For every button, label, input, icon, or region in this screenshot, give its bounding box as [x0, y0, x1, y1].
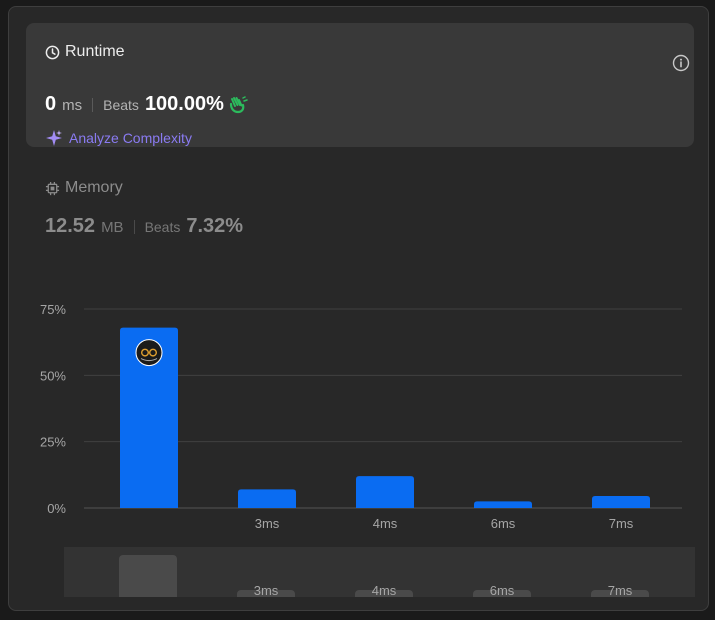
- user-avatar-icon: [135, 339, 163, 367]
- analyze-complexity-link[interactable]: Analyze Complexity: [45, 129, 192, 147]
- chart-bar[interactable]: [592, 496, 650, 508]
- y-tick-label: 50%: [40, 368, 66, 383]
- x-tick-label: 4ms: [373, 516, 398, 531]
- analyze-complexity-label: Analyze Complexity: [69, 130, 192, 146]
- x-tick-label: 6ms: [491, 516, 516, 531]
- chart-bar[interactable]: [120, 327, 178, 508]
- navigator-bar: [237, 590, 295, 597]
- y-tick-label: 75%: [40, 302, 66, 317]
- clock-icon: [45, 45, 60, 59]
- chart-bar[interactable]: [238, 489, 296, 508]
- navigator-label: 6ms: [489, 583, 515, 597]
- clapping-hands-icon: [229, 95, 248, 113]
- memory-metric: 12.52 MB Beats 7.32%: [45, 215, 243, 238]
- runtime-metric: 0 ms Beats 100.00%: [45, 93, 248, 116]
- navigator-label: 4ms: [371, 583, 397, 597]
- runtime-value: 0: [45, 93, 57, 115]
- x-tick-label: 7ms: [609, 516, 634, 531]
- info-icon[interactable]: [672, 54, 690, 72]
- navigator-label: 3ms: [253, 583, 279, 597]
- runtime-unit: ms: [62, 97, 83, 114]
- memory-beats-value: 7.32%: [186, 215, 244, 237]
- memory-card[interactable]: Memory 12.52 MB Beats 7.32%: [45, 179, 243, 238]
- memory-title-text: Memory: [65, 179, 123, 196]
- chart-bar[interactable]: [474, 501, 532, 508]
- navigator-bar: [591, 590, 649, 597]
- runtime-beats-label: Beats: [103, 97, 139, 113]
- memory-beats-label: Beats: [144, 219, 181, 235]
- runtime-beats-value: 100.00%: [144, 93, 224, 115]
- chart-bar[interactable]: [356, 476, 414, 508]
- divider: [92, 97, 94, 112]
- divider: [133, 219, 135, 234]
- y-tick-label: 0%: [47, 501, 66, 516]
- runtime-title-text: Runtime: [65, 43, 125, 60]
- navigator-bar: [355, 590, 413, 597]
- memory-value: 12.52: [45, 215, 96, 237]
- y-tick-label: 25%: [40, 435, 66, 450]
- navigator-label: 7ms: [607, 583, 633, 597]
- memory-unit: MB: [101, 219, 124, 236]
- memory-title: Memory: [45, 179, 243, 197]
- x-tick-label: 3ms: [255, 516, 280, 531]
- sparkle-icon: [46, 130, 62, 146]
- runtime-card[interactable]: Runtime 0 ms Beats 100.00% Analyze Compl…: [26, 23, 694, 147]
- navigator-bar: [119, 555, 177, 597]
- navigator-bar: [473, 590, 531, 597]
- runtime-distribution-chart: 0% 25% 50% 75% 3ms 4ms 6ms 7ms: [40, 302, 682, 531]
- chip-icon: [45, 181, 60, 195]
- runtime-title: Runtime: [45, 43, 125, 61]
- chart-range-navigator[interactable]: 3ms 4ms 6ms 7ms: [64, 547, 695, 597]
- submission-stats-panel: Runtime 0 ms Beats 100.00% Analyze Compl…: [8, 6, 709, 611]
